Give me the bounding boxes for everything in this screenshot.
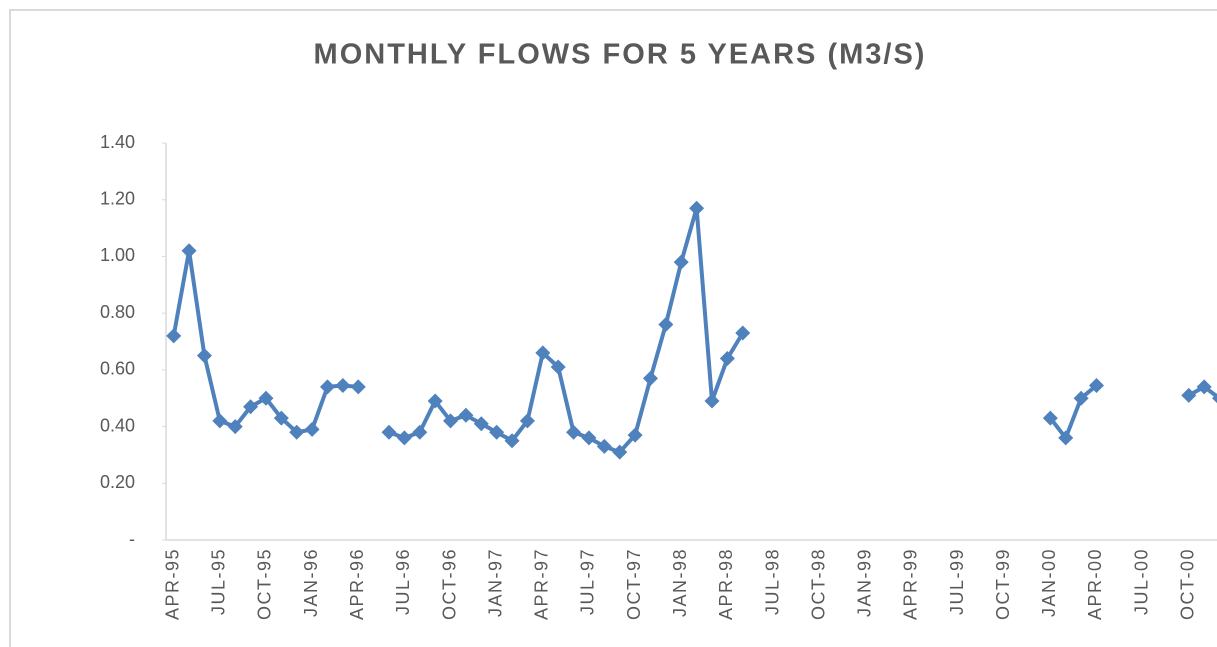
marker [304,421,320,437]
chart-title: MONTHLY FLOWS FOR 5 YEARS (M3/S) [314,39,927,71]
marker [566,424,582,440]
x-tick-label: OCT-99 [993,548,1013,620]
y-tick-label: 1.00 [100,245,135,265]
marker [273,410,289,426]
x-tick-label: JAN-97 [485,548,505,617]
marker [642,370,658,386]
marker [704,393,720,409]
marker [1212,393,1217,404]
x-tick-label: JAN-00 [1039,548,1059,617]
marker [350,379,366,395]
y-tick-label: - [129,529,135,549]
marker [1196,379,1212,395]
x-tick-label: JUL-96 [393,548,413,615]
marker [227,419,243,435]
y-tick-label: 1.20 [100,188,135,208]
y-tick-label: 1.40 [100,132,135,152]
x-tick-label: APR-00 [1085,548,1105,620]
marker [719,351,735,367]
y-tick-label: 0.40 [100,415,135,435]
marker [212,413,228,429]
x-tick-label: APR-97 [532,548,552,620]
marker [535,345,551,361]
marker [427,393,443,409]
x-tick-label: JAN-99 [855,548,875,617]
x-tick-label: APR-95 [162,548,182,620]
marker [550,359,566,375]
marker [166,328,182,344]
marker [243,399,259,415]
x-tick-label: OCT-00 [1178,548,1198,620]
marker [658,316,674,332]
x-tick-label: JAN-96 [301,548,321,617]
marker [519,413,535,429]
marker [504,433,520,449]
y-tick-label: 0.20 [100,472,135,492]
marker [581,430,597,446]
marker [335,377,351,393]
y-tick-label: 0.80 [100,302,135,322]
x-tick-label: APR-96 [347,548,367,620]
marker [196,348,212,364]
marker [1088,377,1104,393]
x-tick-label: OCT-95 [255,548,275,620]
chart-frame [9,9,1217,647]
marker [489,424,505,440]
marker [689,200,705,216]
marker [258,390,274,406]
marker [396,430,412,446]
marker [443,413,459,429]
x-tick-label: JAN-98 [670,548,690,617]
marker [627,427,643,443]
marker [412,424,428,440]
x-tick-label: APR-99 [901,548,921,620]
marker [458,407,474,423]
marker [381,424,397,440]
x-tick-label: JUL-97 [578,548,598,615]
x-tick-label: JUL-95 [209,548,229,615]
marker [319,379,335,395]
marker [181,243,197,259]
marker [473,416,489,432]
x-tick-label: JUL-99 [947,548,967,615]
x-tick-label: APR-98 [716,548,736,620]
x-tick-label: OCT-98 [808,548,828,620]
x-tick-label: OCT-97 [624,548,644,620]
x-tick-label: JUL-98 [762,548,782,615]
marker [735,325,751,341]
marker [673,254,689,270]
marker [289,424,305,440]
x-tick-label: OCT-96 [439,548,459,620]
marker [1181,387,1197,403]
marker [596,438,612,454]
marker [612,444,628,460]
y-tick-label: 0.60 [100,359,135,379]
marker [1073,390,1089,406]
marker [1042,410,1058,426]
marker [1058,430,1074,446]
x-tick-label: JUL-00 [1131,548,1151,615]
